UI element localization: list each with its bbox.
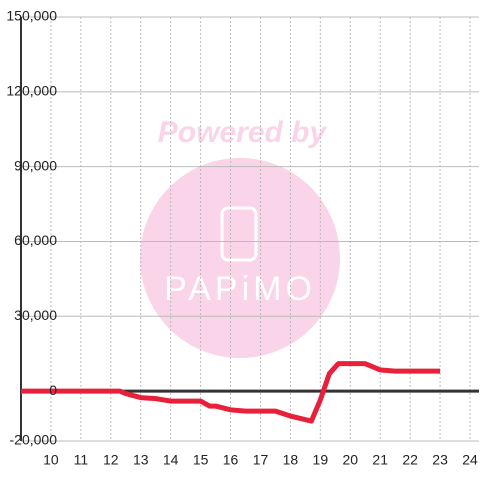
- line: [21, 361, 441, 424]
- x-tick-label: 15: [193, 452, 209, 468]
- x-tick-label: 17: [253, 452, 269, 468]
- x-tick-label: 20: [342, 452, 358, 468]
- x-tick-label: 19: [313, 452, 329, 468]
- y-tick-label: 90,000: [14, 157, 57, 173]
- y-tick-label: -20,000: [10, 432, 58, 448]
- x-tick-label: 22: [402, 452, 418, 468]
- x-tick-label: 21: [372, 452, 388, 468]
- y-tick-label: 150,000: [6, 8, 57, 24]
- x-tick-label: 13: [133, 452, 149, 468]
- y-tick-label: 30,000: [14, 307, 57, 323]
- watermark-logo: PAPiMO: [164, 270, 316, 308]
- x-tick-label: 11: [74, 452, 89, 468]
- y-tick-label: 120,000: [6, 83, 57, 99]
- plot: [21, 361, 441, 424]
- x-tick-label: 16: [223, 452, 239, 468]
- x-tick-label: 10: [43, 452, 59, 468]
- watermark-text: Powered by: [158, 116, 328, 149]
- x-tick-label: 12: [103, 452, 119, 468]
- x-tick-label: 23: [432, 452, 448, 468]
- x-tick-label: 14: [163, 452, 179, 468]
- x-tick-label: 18: [283, 452, 299, 468]
- x-tick-label: 24: [462, 452, 478, 468]
- y-tick-label: 0: [49, 382, 57, 398]
- watermark-circle: [140, 158, 340, 358]
- y-tick-label: 60,000: [14, 232, 57, 248]
- watermark-phone: [220, 206, 258, 262]
